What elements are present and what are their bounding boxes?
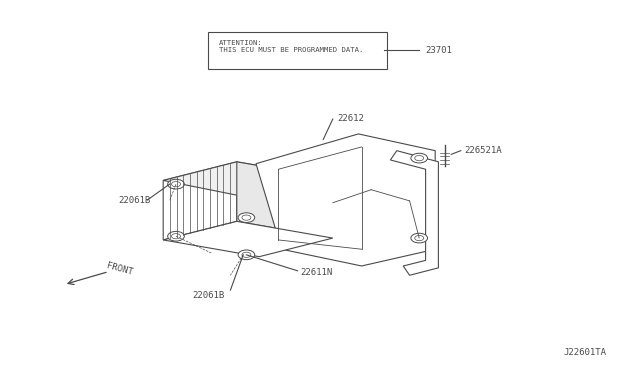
Polygon shape	[256, 134, 435, 266]
Text: ATTENTION:
THIS ECU MUST BE PROGRAMMED DATA.: ATTENTION: THIS ECU MUST BE PROGRAMMED D…	[219, 40, 364, 53]
Polygon shape	[390, 151, 438, 275]
Text: J22601TA: J22601TA	[563, 348, 606, 357]
Text: 23701: 23701	[426, 46, 452, 55]
Text: 22061B: 22061B	[118, 196, 150, 205]
Circle shape	[411, 153, 428, 163]
Circle shape	[238, 213, 255, 222]
Circle shape	[411, 233, 428, 243]
FancyBboxPatch shape	[208, 32, 387, 69]
Polygon shape	[163, 162, 333, 199]
Polygon shape	[163, 221, 333, 257]
Text: 22611N: 22611N	[301, 268, 333, 277]
Circle shape	[168, 179, 184, 189]
Polygon shape	[237, 162, 333, 238]
Circle shape	[168, 231, 184, 241]
Polygon shape	[163, 162, 237, 240]
Text: 226521A: 226521A	[464, 146, 502, 155]
Text: 22061B: 22061B	[192, 291, 224, 300]
Text: 22612: 22612	[337, 114, 364, 123]
Circle shape	[238, 250, 255, 260]
Text: FRONT: FRONT	[106, 261, 134, 276]
